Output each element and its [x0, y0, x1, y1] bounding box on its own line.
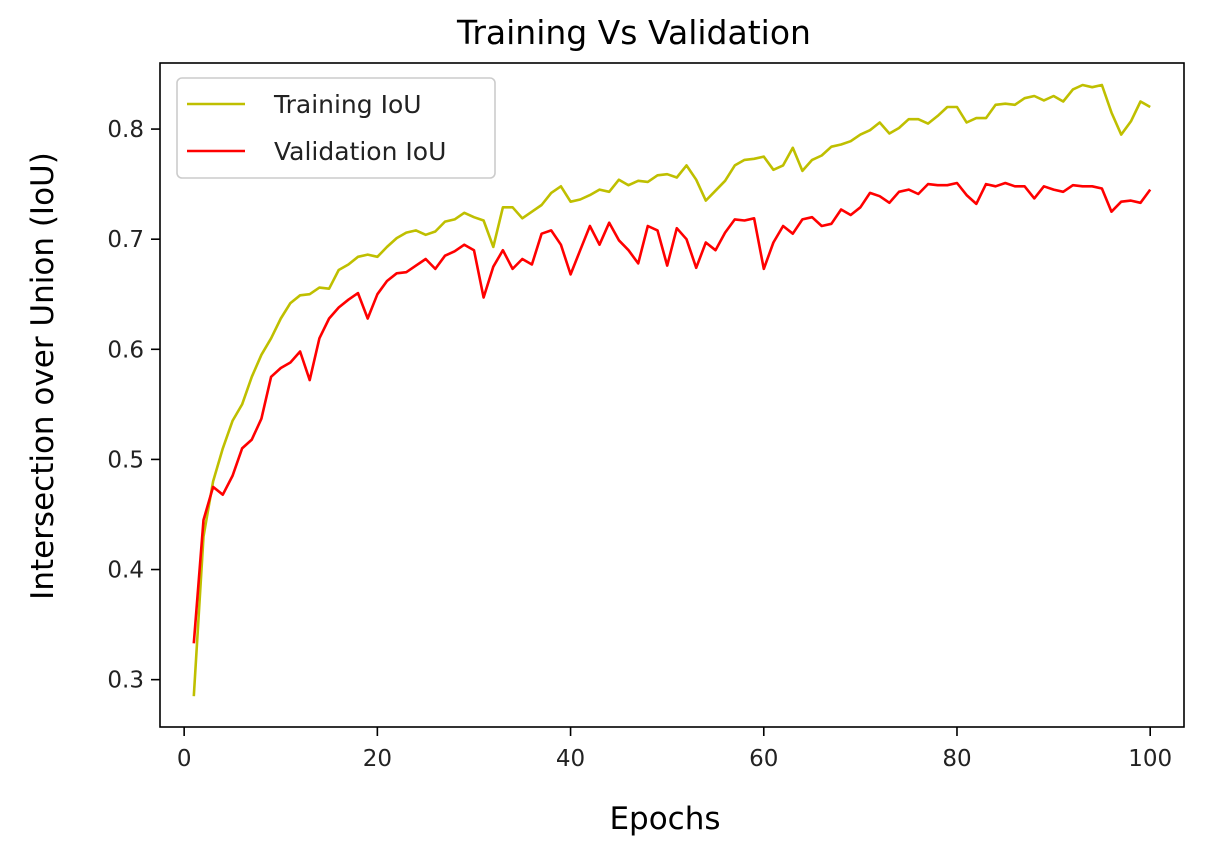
- x-tick-label: 100: [1128, 746, 1172, 772]
- x-axis-label: Epochs: [609, 801, 720, 837]
- x-tick-label: 20: [363, 746, 392, 772]
- plot-area-frame: [159, 62, 1185, 728]
- x-tick-label: 40: [556, 746, 585, 772]
- x-tick-label: 60: [749, 746, 778, 772]
- y-tick-label: 0.3: [107, 668, 144, 694]
- x-tick-label: 0: [177, 746, 192, 772]
- y-tick-label: 0.5: [107, 447, 144, 473]
- x-tick-label: 80: [942, 746, 971, 772]
- chart-title: Training Vs Validation: [456, 13, 811, 52]
- y-tick-label: 0.4: [107, 558, 144, 584]
- legend-label-validation-iou: Validation IoU: [274, 137, 446, 166]
- legend-label-training-iou: Training IoU: [273, 90, 422, 119]
- y-tick-label: 0.8: [107, 117, 144, 143]
- y-tick-label: 0.6: [107, 337, 144, 363]
- validation-iou-line: [192, 181, 1152, 644]
- legend: Training IoU Validation IoU: [176, 77, 496, 179]
- legend-box: [176, 77, 496, 179]
- training-iou-line: [192, 83, 1151, 697]
- y-tick-label: 0.7: [107, 227, 144, 253]
- y-axis-label: Intersection over Union (IoU): [25, 152, 61, 600]
